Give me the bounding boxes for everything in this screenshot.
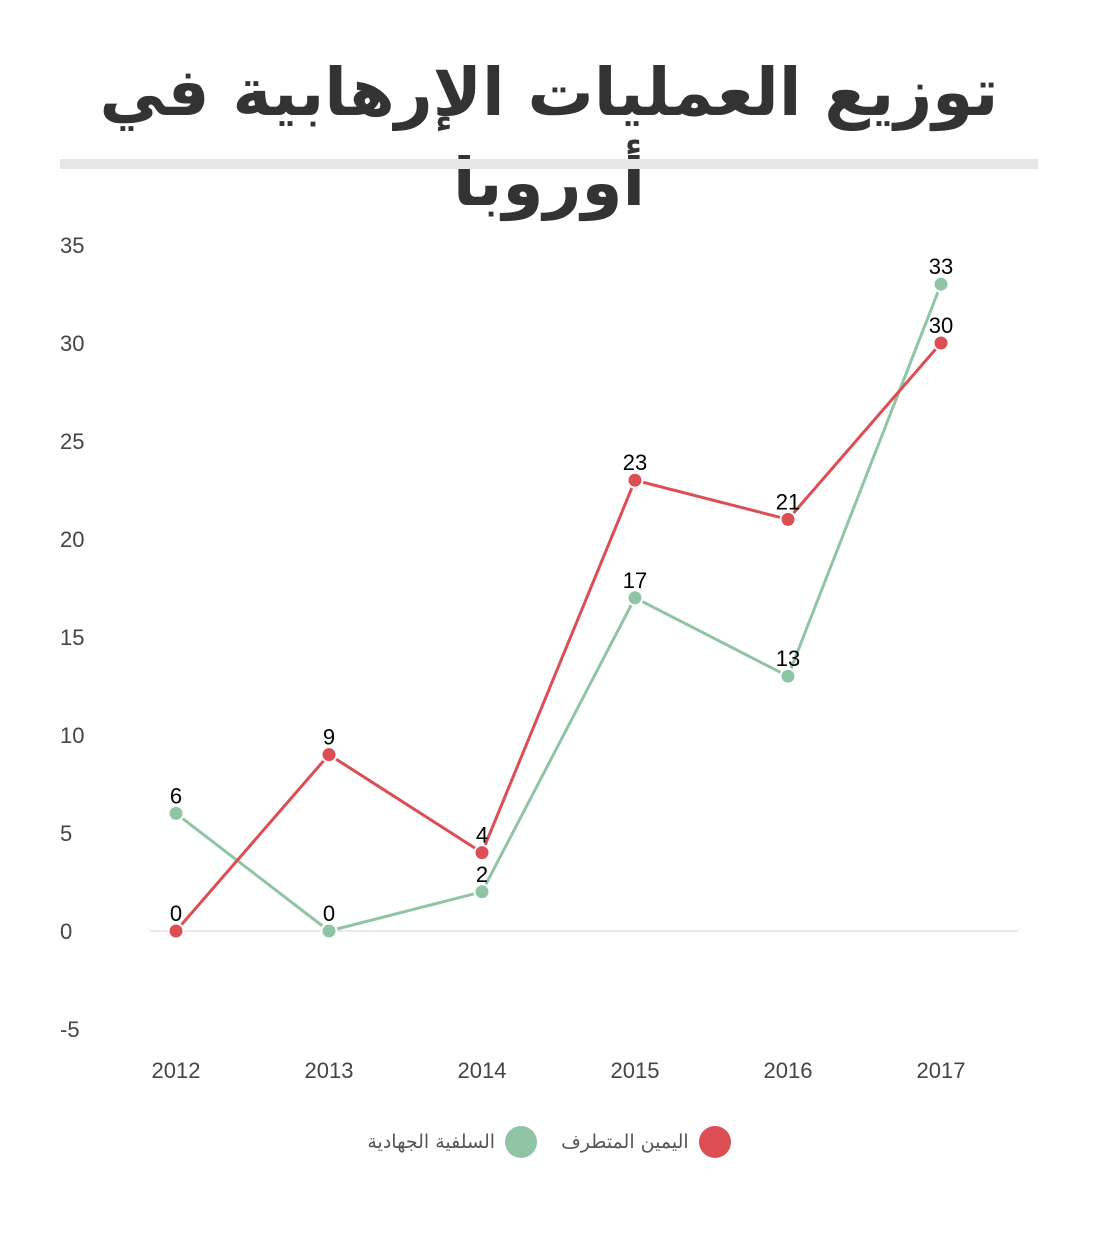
y-tick-label: -5 xyxy=(60,1017,80,1042)
x-tick-label: 2013 xyxy=(305,1058,354,1083)
data-point xyxy=(320,746,338,764)
data-label: 17 xyxy=(623,568,647,593)
y-tick-label: 10 xyxy=(60,723,84,748)
legend-swatch-jihadist-salafism xyxy=(505,1126,538,1158)
y-tick-label: 0 xyxy=(60,919,72,944)
legend-item-jihadist-salafism[interactable]: السلفية الجهادية xyxy=(367,1126,538,1158)
data-label: 0 xyxy=(170,901,182,926)
data-label: 21 xyxy=(776,489,800,514)
y-tick-label: 35 xyxy=(60,233,84,258)
legend: اليمين المتطرف السلفية الجهادية xyxy=(0,1126,1098,1158)
data-point xyxy=(932,275,950,293)
y-tick-label: 15 xyxy=(60,625,84,650)
data-label: 2 xyxy=(476,862,488,887)
legend-swatch-far-right xyxy=(698,1126,731,1158)
x-tick-label: 2015 xyxy=(611,1058,660,1083)
data-point xyxy=(626,589,644,607)
data-label: 33 xyxy=(929,254,953,279)
data-label: 23 xyxy=(623,450,647,475)
legend-label-jihadist-salafism: السلفية الجهادية xyxy=(367,1131,496,1153)
data-point xyxy=(626,471,644,489)
x-tick-label: 2012 xyxy=(152,1058,201,1083)
legend-item-far-right[interactable]: اليمين المتطرف xyxy=(561,1126,731,1158)
series-line-1 xyxy=(174,342,943,932)
y-tick-label: 20 xyxy=(60,527,84,552)
x-tick-label: 2017 xyxy=(917,1058,966,1083)
data-point xyxy=(779,510,797,528)
y-tick-label: 25 xyxy=(60,429,84,454)
data-label: 13 xyxy=(776,646,800,671)
data-label: 6 xyxy=(170,783,182,808)
data-point xyxy=(167,804,185,822)
data-point xyxy=(932,334,950,352)
data-point xyxy=(320,922,338,940)
y-tick-label: 5 xyxy=(60,821,72,846)
data-label: 9 xyxy=(323,725,335,750)
data-point xyxy=(473,883,491,901)
data-label: 0 xyxy=(323,901,335,926)
data-point xyxy=(779,667,797,685)
data-label: 4 xyxy=(476,823,488,848)
data-label: 30 xyxy=(929,313,953,338)
legend-label-far-right: اليمين المتطرف xyxy=(561,1131,689,1153)
data-point xyxy=(473,844,491,862)
x-tick-label: 2014 xyxy=(458,1058,507,1083)
title-divider xyxy=(60,159,1038,169)
y-tick-label: 30 xyxy=(60,331,84,356)
x-tick-label: 2016 xyxy=(764,1058,813,1083)
chart-title: توزيع العمليات الإرهابية في أوروبا xyxy=(99,54,999,221)
data-point xyxy=(167,922,185,940)
series-line-0 xyxy=(175,283,943,933)
